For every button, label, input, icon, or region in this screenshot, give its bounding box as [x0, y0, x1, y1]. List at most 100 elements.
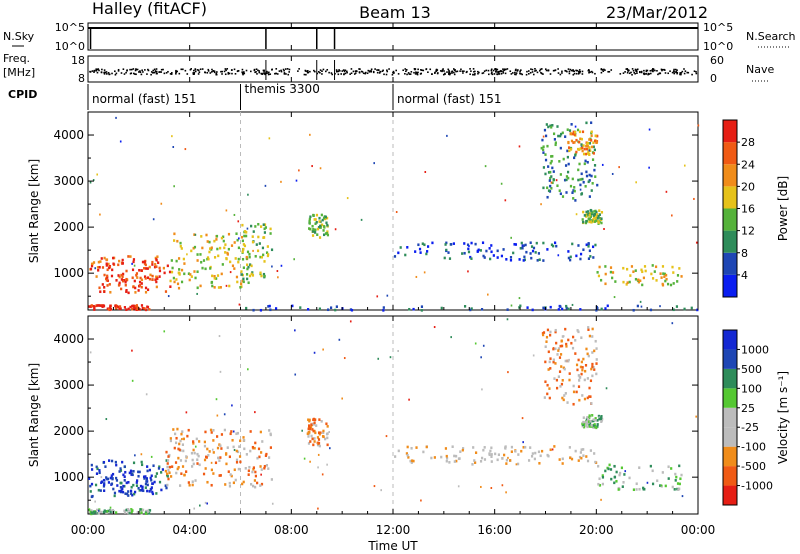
data-cell [177, 465, 180, 469]
data-cell [307, 427, 310, 431]
data-cell [590, 424, 593, 427]
data-cell [537, 450, 541, 454]
data-cell [572, 384, 575, 388]
data-cell [582, 144, 585, 147]
data-cell [239, 460, 242, 464]
data-cell [661, 283, 665, 287]
data-cell [174, 432, 177, 436]
data-cell [565, 191, 568, 194]
data-cell [570, 123, 573, 126]
data-cell [211, 284, 214, 288]
data-cell [588, 179, 591, 182]
freq-trace-point [487, 69, 490, 72]
data-cell [517, 453, 520, 456]
data-cell [530, 245, 534, 248]
data-cell [316, 233, 319, 236]
freq-trace-point [165, 72, 168, 74]
data-cell [481, 241, 485, 245]
data-cell [507, 371, 509, 374]
data-cell [581, 149, 584, 153]
data-cell [181, 430, 184, 433]
data-cell [111, 509, 115, 512]
data-cell [223, 413, 226, 416]
data-cell [514, 449, 517, 453]
data-cell [597, 274, 601, 278]
data-cell [672, 282, 675, 285]
data-cell [144, 277, 147, 280]
data-cell [529, 446, 532, 449]
data-cell [256, 249, 260, 253]
data-cell [487, 293, 489, 296]
data-cell [109, 510, 112, 514]
data-cell [544, 134, 548, 138]
data-cell [232, 430, 235, 433]
data-cell [566, 170, 570, 174]
data-cell [216, 446, 220, 450]
data-cell [597, 482, 600, 486]
data-cell [97, 509, 100, 512]
data-cell [594, 175, 597, 178]
colorbar-swatch [723, 446, 737, 467]
data-cell [150, 474, 153, 478]
data-cell [317, 438, 321, 441]
data-cell [373, 162, 376, 165]
data-cell [151, 492, 155, 496]
data-cell [582, 448, 585, 451]
freq-trace-point [364, 72, 367, 75]
x-tick-label: 00:00 [71, 523, 106, 537]
data-cell [549, 330, 552, 334]
data-cell [592, 366, 595, 369]
data-cell [540, 449, 544, 453]
data-cell [406, 445, 409, 449]
data-cell [596, 213, 599, 216]
freq-trace-point [123, 73, 126, 75]
data-cell [360, 218, 363, 221]
freq-trace-point [344, 72, 347, 75]
data-cell [329, 447, 331, 450]
data-cell [140, 463, 144, 467]
data-cell [672, 271, 675, 274]
data-cell [248, 274, 252, 278]
data-cell [313, 440, 316, 443]
data-cell [102, 460, 106, 464]
freq-trace-point [144, 69, 146, 71]
data-cell [542, 145, 545, 149]
freq-trace-point [135, 73, 137, 76]
freq-trace-point [405, 70, 407, 73]
freq-trace-point [642, 72, 645, 75]
data-cell [675, 475, 678, 479]
data-cell [566, 128, 569, 132]
data-cell [474, 451, 478, 455]
data-cell [609, 270, 612, 274]
data-cell [190, 465, 194, 468]
freq-trace-point [341, 70, 344, 72]
data-cell [588, 421, 592, 425]
data-cell [482, 344, 485, 347]
data-cell [518, 145, 521, 148]
data-cell [568, 378, 571, 382]
freq-trace-point [647, 72, 650, 75]
freq-trace-point [342, 69, 345, 71]
data-cell [549, 176, 552, 180]
data-cell [109, 308, 113, 311]
data-cell [473, 459, 476, 462]
data-cell [140, 511, 143, 515]
freq-trace-point [576, 69, 579, 72]
data-cell [597, 221, 600, 224]
data-cell [581, 368, 584, 372]
data-cell [128, 471, 131, 475]
data-cell [581, 394, 584, 397]
freq-trace-point [100, 71, 103, 74]
data-cell [143, 260, 146, 264]
data-cell [574, 154, 577, 157]
data-cell [250, 482, 253, 486]
freq-trace-point [492, 69, 495, 72]
data-cell [623, 473, 626, 476]
data-cell [572, 189, 575, 192]
freq-trace-point [600, 68, 603, 71]
freq-trace-point [343, 70, 346, 73]
freq-trace-point [362, 72, 365, 75]
freq-trace-point [515, 72, 518, 74]
data-cell [187, 272, 191, 276]
data-cell [220, 236, 224, 240]
